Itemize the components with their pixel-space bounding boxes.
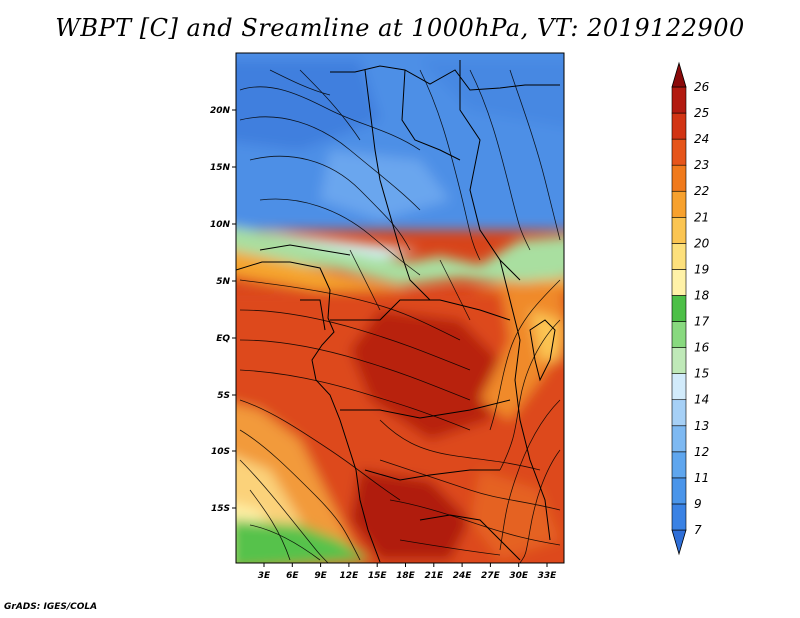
colorbar-label: 11 (694, 471, 709, 485)
colorbar-end-high (671, 61, 687, 88)
colorbar-label: 22 (694, 184, 709, 198)
colorbar-label: 13 (694, 419, 709, 433)
lon-label: 15E (368, 571, 388, 581)
colorbar-label: 25 (694, 106, 709, 120)
colorbar-label: 15 (694, 367, 709, 381)
coastlines (236, 60, 560, 563)
colorbar-label: 7 (694, 523, 702, 537)
colorbar-bin (671, 164, 687, 192)
colorbar-bin (671, 503, 687, 531)
lon-label: 24E (453, 571, 473, 581)
streamlines (239, 69, 561, 563)
lon-label: 30E (509, 571, 529, 581)
colorbar-bin (671, 86, 687, 114)
colorbar-label: 17 (694, 315, 710, 329)
footer-credit: GrADS: IGES/COLA (4, 602, 98, 612)
colorbar: 7 9 11 12 13 14 15 16 17 18 19 20 21 22 23 24 25 26 (671, 61, 710, 556)
lon-label: 6E (286, 571, 299, 581)
lat-label: 15N (210, 163, 231, 173)
colorbar-label: 9 (694, 497, 702, 511)
colorbar-bin (671, 477, 687, 505)
colorbar-bin (671, 295, 687, 322)
lon-label: 3E (258, 571, 271, 581)
colorbar-label: 24 (694, 132, 709, 146)
map-title: WBPT [C] and Sreamline at 1000hPa, VT: 2… (55, 14, 745, 42)
colorbar-label: 19 (694, 262, 709, 276)
colorbar-end-low (671, 529, 687, 556)
lat-label: 5N (216, 277, 230, 287)
longitude-axis: 3E 6E 9E 12E 15E 18E 21E 24E 27E 30E 33E (258, 563, 557, 581)
colorbar-bin (671, 399, 687, 427)
lon-label: 18E (396, 571, 416, 581)
lat-label: EQ (216, 334, 230, 344)
colorbar-label: 16 (694, 341, 710, 355)
colorbar-bin (671, 216, 687, 244)
lat-label: 5S (217, 391, 230, 401)
lat-label: 20N (210, 106, 231, 116)
lon-label: 12E (340, 571, 360, 581)
lat-label: 10S (211, 447, 230, 457)
lat-label: 10N (210, 220, 231, 230)
colorbar-bin (671, 243, 687, 270)
colorbar-label: 26 (694, 80, 710, 94)
map-frame (235, 52, 565, 564)
colorbar-bin (671, 347, 687, 374)
colorbar-bin (671, 321, 687, 348)
colorbar-bin (671, 425, 687, 453)
latitude-axis: 20N 15N 10N 5N EQ 5S 10S 15S (210, 106, 236, 514)
lat-label: 15S (211, 504, 230, 514)
lon-label: 27E (481, 571, 501, 581)
colorbar-label: 12 (694, 445, 709, 459)
colorbar-label: 21 (694, 210, 709, 224)
colorbar-label: 23 (694, 158, 709, 172)
colorbar-bin (671, 112, 687, 140)
colorbar-bin (671, 138, 687, 166)
lon-label: 33E (538, 571, 558, 581)
colorbar-bin (671, 269, 687, 296)
colorbar-label: 20 (694, 236, 710, 250)
lon-label: 9E (314, 571, 327, 581)
colorbar-label: 14 (694, 393, 709, 407)
colorbar-label: 18 (694, 288, 710, 302)
colorbar-bin (671, 373, 687, 401)
colorbar-bin (671, 190, 687, 218)
colorbar-bin (671, 451, 687, 479)
lon-label: 21E (424, 571, 444, 581)
wbpt-field (236, 53, 564, 563)
